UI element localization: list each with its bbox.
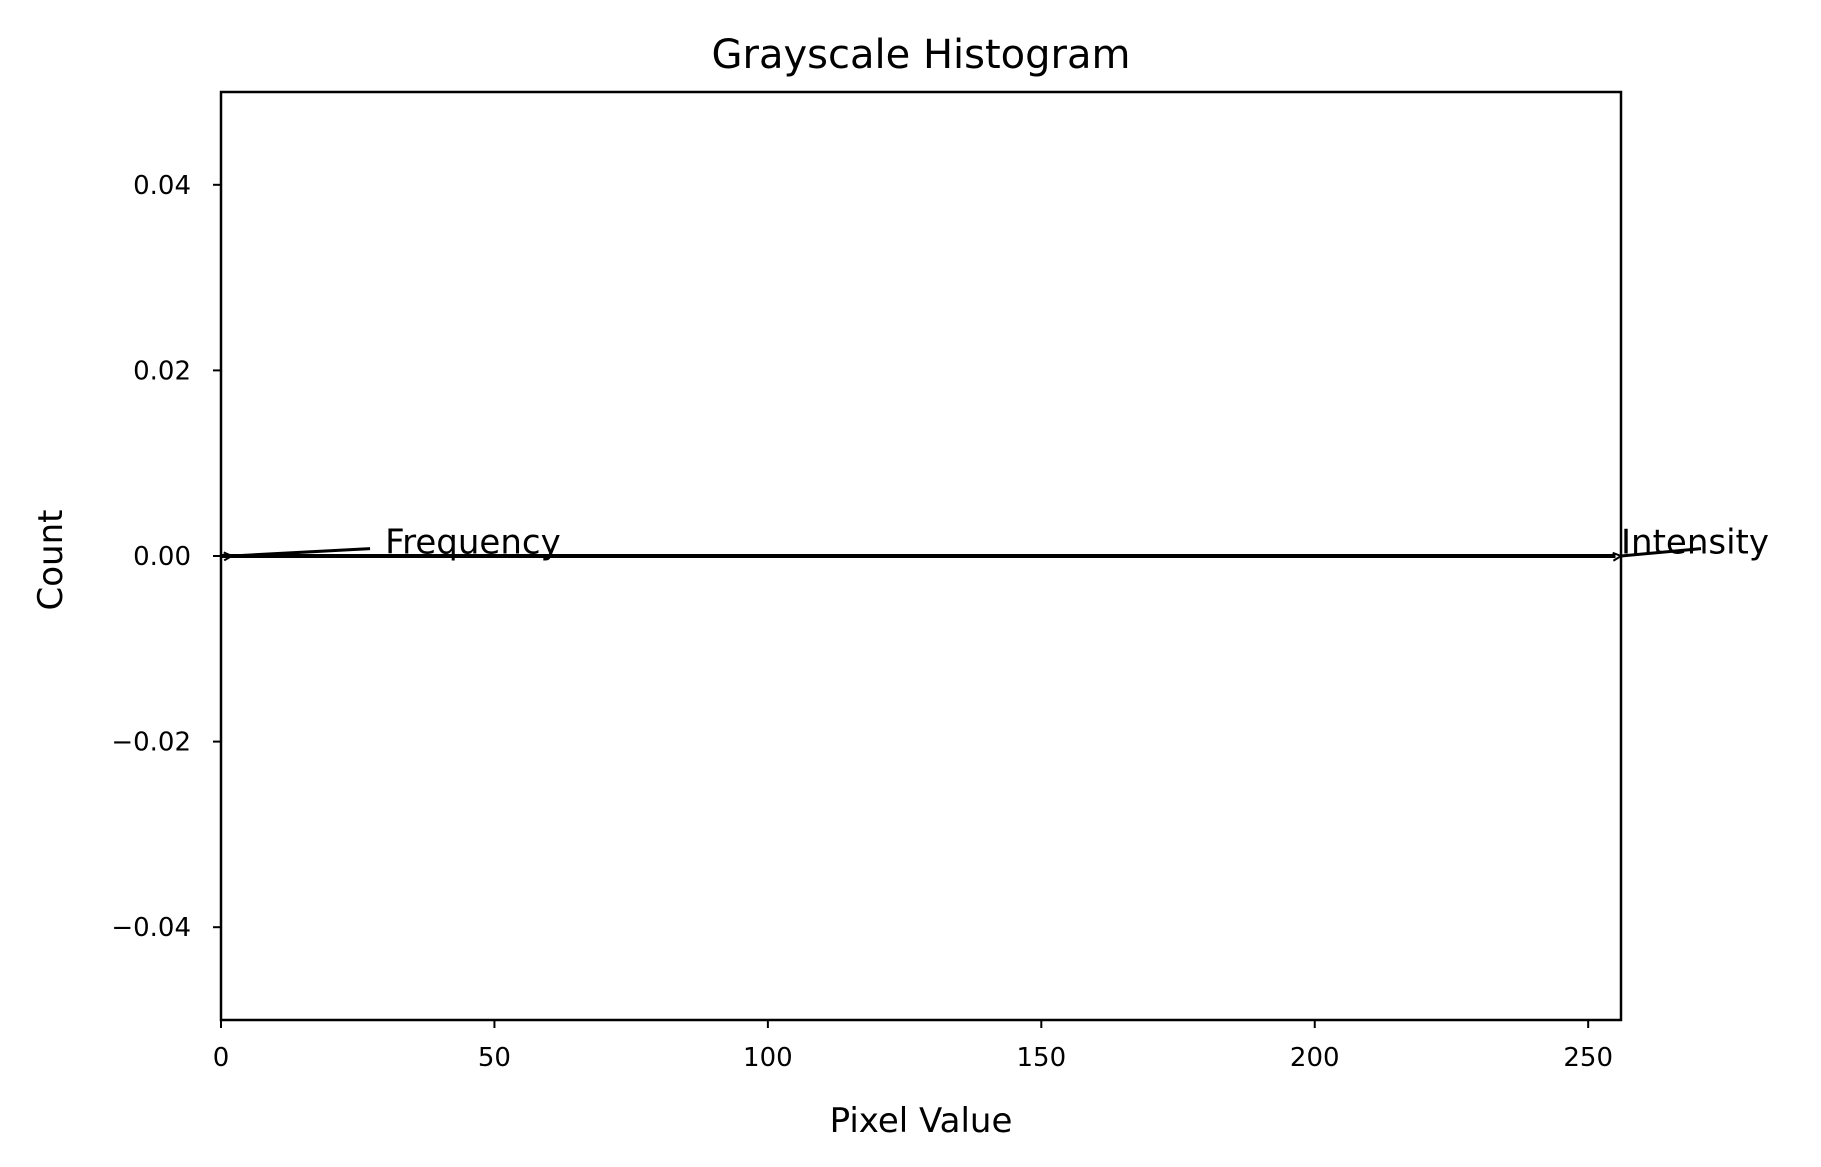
- y-axis-label: Count: [31, 510, 71, 611]
- annotation-arrow-0: [232, 547, 371, 556]
- chart-title: Grayscale Histogram: [712, 32, 1131, 78]
- x-axis-ticks: 0 50 100 150 200 250: [213, 1020, 1613, 1073]
- x-tick-label-5: 250: [1563, 1043, 1613, 1073]
- y-tick-label-4: −0.04: [111, 913, 191, 943]
- annotations: Frequency Intensity: [232, 523, 1769, 563]
- y-axis-ticks: 0.04 0.02 0.00 −0.02 −0.04: [111, 171, 221, 943]
- y-tick-label-3: −0.02: [111, 728, 191, 758]
- y-tick-label-0: 0.04: [133, 171, 191, 201]
- annotation-arrow-1: [1621, 547, 1702, 556]
- y-tick-label-2: 0.00: [133, 542, 191, 572]
- x-tick-label-0: 0: [213, 1043, 230, 1073]
- y-tick-label-1: 0.02: [133, 356, 191, 386]
- annotation-label-1: Intensity: [1621, 523, 1769, 563]
- x-tick-label-4: 200: [1290, 1043, 1340, 1073]
- x-tick-label-2: 100: [743, 1043, 793, 1073]
- x-axis-label: Pixel Value: [830, 1101, 1013, 1141]
- annotation-label-0: Frequency: [385, 523, 561, 563]
- x-tick-label-3: 150: [1016, 1043, 1066, 1073]
- x-tick-label-1: 50: [478, 1043, 511, 1073]
